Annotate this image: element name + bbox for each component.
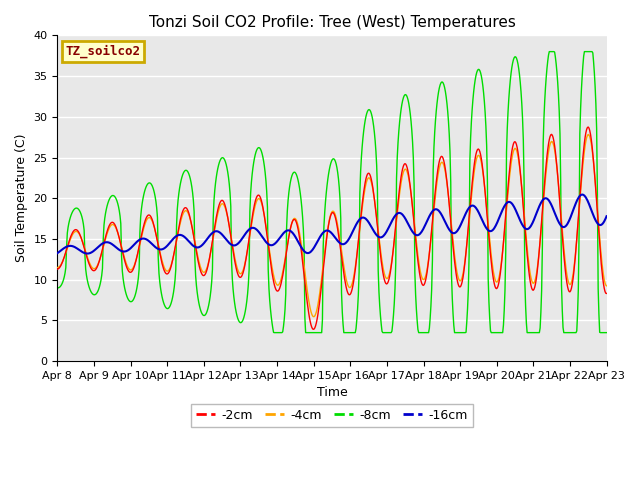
-16cm xyxy=(121,249,129,254)
Line: -4cm: -4cm xyxy=(58,134,607,317)
-8cm xyxy=(415,330,423,336)
-8cm xyxy=(545,49,553,55)
Y-axis label: Soil Temperature (C): Soil Temperature (C) xyxy=(15,134,28,263)
-16cm xyxy=(205,233,213,239)
-2cm xyxy=(399,163,407,169)
Legend: -2cm, -4cm, -8cm, -16cm: -2cm, -4cm, -8cm, -16cm xyxy=(191,404,473,427)
Line: -16cm: -16cm xyxy=(58,194,607,253)
-16cm xyxy=(54,250,61,256)
-16cm xyxy=(603,213,611,219)
-2cm xyxy=(176,220,184,226)
-8cm xyxy=(54,285,61,291)
-8cm xyxy=(205,302,212,308)
X-axis label: Time: Time xyxy=(317,386,348,399)
-16cm xyxy=(177,232,184,238)
-4cm xyxy=(603,283,611,288)
Text: TZ_soilco2: TZ_soilco2 xyxy=(66,45,141,59)
-2cm xyxy=(120,255,128,261)
-4cm xyxy=(415,264,423,269)
-2cm xyxy=(603,290,611,296)
-4cm xyxy=(63,245,71,251)
-2cm xyxy=(205,260,212,266)
-4cm xyxy=(54,264,61,270)
Title: Tonzi Soil CO2 Profile: Tree (West) Temperatures: Tonzi Soil CO2 Profile: Tree (West) Temp… xyxy=(148,15,515,30)
-2cm xyxy=(415,270,423,276)
Line: -2cm: -2cm xyxy=(58,127,607,329)
-4cm xyxy=(176,223,184,229)
-4cm xyxy=(205,259,212,265)
-4cm xyxy=(584,132,592,137)
-4cm xyxy=(399,169,407,175)
-2cm xyxy=(54,266,61,272)
-4cm xyxy=(310,314,318,320)
-8cm xyxy=(63,230,71,236)
-2cm xyxy=(309,326,317,332)
-8cm xyxy=(271,330,278,336)
-16cm xyxy=(399,213,407,218)
-8cm xyxy=(399,95,407,101)
-16cm xyxy=(415,231,423,237)
-2cm xyxy=(63,244,71,250)
-8cm xyxy=(603,330,611,336)
-2cm xyxy=(584,124,592,130)
-4cm xyxy=(120,252,128,258)
-8cm xyxy=(120,281,128,287)
-16cm xyxy=(63,243,71,249)
-16cm xyxy=(83,251,91,256)
-16cm xyxy=(579,192,586,197)
Line: -8cm: -8cm xyxy=(58,52,607,333)
-8cm xyxy=(176,185,184,191)
